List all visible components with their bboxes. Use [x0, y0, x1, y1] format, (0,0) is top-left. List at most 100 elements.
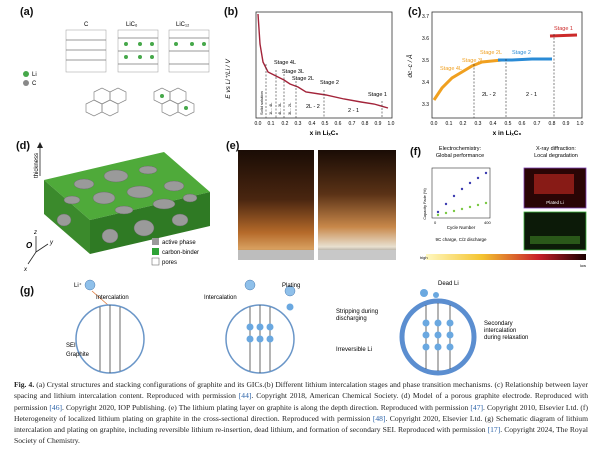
caption-ref-link[interactable]: [47]: [470, 402, 484, 412]
scheme-intercalation: Li⁺ Intercalation SEI Graphite: [66, 279, 145, 374]
b-xtick: 0.5: [322, 121, 329, 127]
structure-lic6-label: LiC₆: [126, 22, 138, 28]
c-curve-red: [549, 33, 578, 38]
panel-g: (g) Li⁺ Intercalation SEI Graphite Inter…: [14, 277, 592, 377]
f-ylabel: Capacity Fade (%): [423, 188, 427, 220]
panel-g-label: (g): [20, 285, 35, 297]
c-phase-1: 2L - 2: [482, 92, 496, 98]
b-phase-2: 4L - 3L: [277, 102, 282, 115]
c-curve-blue: [498, 57, 552, 62]
porous-electrode-model: thickness O x y z active phase carbon-bi…: [23, 142, 210, 273]
g-stripping-label: Stripping during discharging: [336, 309, 378, 322]
g-intercalation-2: Intercalation: [204, 295, 237, 301]
b-xtick: 0.6: [335, 121, 342, 127]
legend-li: Li: [32, 72, 37, 78]
panel-a: (a) C LiC₆ LiC₁₂ Li C: [14, 4, 214, 129]
panel-c: (c) dᴄ₋ᴄ / Å 3.3 3.4 3.5 3.6 3.7 Stage 1…: [402, 4, 592, 139]
caption-text: . Copyright 2020, Elsevier Ltd. (g) Sche…: [14, 413, 588, 435]
panel-d-label: (d): [16, 140, 31, 152]
honeycomb-view-2: [153, 87, 195, 117]
li-ion-icon: [84, 279, 96, 291]
b-xtick: 0.2: [282, 121, 289, 127]
structure-lic12-label: LiC₁₂: [176, 22, 190, 28]
legend-active-phase: active phase: [162, 240, 196, 246]
voltage-stage-chart: E vs Li⁺/Li / V Stage 4L Stage 3L Stage …: [225, 11, 395, 137]
caption-ref-link[interactable]: [46]: [49, 402, 63, 412]
lattice-lic6: [117, 29, 159, 73]
b-xtick: 1.0: [388, 121, 395, 127]
c-xtick: 0.5: [505, 121, 512, 127]
b-xtick: 0.3: [295, 121, 302, 127]
b-phase-4: 2L - 2: [306, 104, 320, 110]
electrode-top-face: [44, 152, 210, 220]
c-xtick: 0.1: [446, 121, 453, 127]
caption-ref-link[interactable]: [17]: [487, 425, 501, 435]
panel-a-label: (a): [20, 6, 34, 18]
micrograph-left: [238, 150, 314, 260]
b-xtick: 0.0: [255, 121, 262, 127]
b-phase-solid: Solid solution: [259, 91, 264, 115]
c-xtick: 0.0: [431, 121, 438, 127]
c-xlabel: x in LiₓC₆: [493, 130, 522, 137]
b-phase-5: 2 - 1: [348, 108, 359, 114]
legend-pores-swatch: [151, 257, 160, 266]
b-stage-1: Stage 1: [368, 92, 387, 98]
f-fade-plot: [431, 167, 491, 219]
micrograph-right: [318, 150, 396, 260]
c-xtick: 0.7: [534, 121, 541, 127]
b-xtick: 0.4: [309, 121, 316, 127]
c-xtick: 0.8: [549, 121, 556, 127]
c-curve-orange: [432, 58, 503, 101]
caption-fig-number: Fig. 4.: [14, 380, 35, 389]
c-ytick: 3.5: [422, 58, 429, 64]
li-ion-icon: [244, 279, 256, 291]
d-axis-y: y: [49, 240, 54, 246]
panel-e: (e): [224, 140, 402, 275]
caption-ref-link[interactable]: [44]: [238, 391, 252, 401]
g-graphite-label: Graphite: [66, 352, 90, 358]
f-xrd-map-bottom: [523, 211, 587, 251]
plating-heterogeneity: Electrochemistry: Global performance X-ra…: [420, 146, 587, 268]
scheme-dead-li: Dead Li Stripping during discharging Irre…: [336, 281, 528, 376]
graphite-crystal-structures: C LiC₆ LiC₁₂ Li C: [23, 22, 210, 117]
c-stage-2l: Stage 2L: [480, 50, 502, 56]
b-xlabel: x in LiₓC₆: [310, 130, 339, 137]
legend-active-swatch: [152, 238, 159, 245]
legend-pores: pores: [162, 260, 177, 266]
layer-spacing-chart: dᴄ₋ᴄ / Å 3.3 3.4 3.5 3.6 3.7 Stage 1 Sta…: [405, 11, 584, 137]
caption-ref-link[interactable]: [48]: [372, 413, 386, 423]
f-colorbar: [426, 254, 586, 260]
f-xtick: 0: [434, 220, 437, 225]
g-dead-li-label: Dead Li: [438, 281, 459, 287]
d-axis-z: z: [33, 230, 37, 236]
caption-text: . Copyright 2018, American Chemical Soci…: [14, 391, 588, 412]
caption-text: (a) Crystal structures and stacking conf…: [14, 380, 588, 401]
c-ytick: 3.6: [422, 36, 429, 42]
c-ytick: 3.4: [422, 80, 429, 86]
g-irreversible-label: Irreversible Li: [336, 347, 372, 353]
panel-f: (f) Electrochemistry: Global performance …: [410, 140, 592, 275]
c-stage-2: Stage 2: [512, 50, 531, 56]
g-li-label: Li⁺: [74, 282, 82, 289]
b-xtick: 0.8: [362, 121, 369, 127]
honeycomb-view-1: [85, 87, 127, 117]
f-left-title: Electrochemistry: Global performance: [436, 146, 484, 159]
li-ion-icon: [284, 285, 296, 297]
b-stage-4l: Stage 4L: [274, 60, 296, 66]
c-phase-2: 2 - 1: [526, 92, 537, 98]
f-right-title: X-ray diffraction: Local degradation: [534, 146, 578, 159]
g-secondary-label: Secondary intercalation during relaxation: [484, 321, 528, 341]
b-ylabel: E vs Li⁺/Li / V: [225, 59, 232, 99]
d-axis-o: O: [26, 241, 33, 250]
panel-b-label: (b): [224, 6, 239, 18]
c-xtick: 0.3: [475, 121, 482, 127]
c-xtick: 1.0: [577, 121, 584, 127]
legend-carbon-binder: carbon-binder: [162, 250, 199, 256]
b-stage-3l: Stage 3L: [282, 69, 304, 75]
d-axis-x: x: [23, 267, 28, 273]
c-xtick: 0.4: [490, 121, 497, 127]
c-xtick: 0.9: [563, 121, 570, 127]
c-stage-4l: Stage 4L: [440, 66, 462, 72]
f-colorbar-low: low: [580, 263, 586, 268]
c-xtick: 0.2: [460, 121, 467, 127]
